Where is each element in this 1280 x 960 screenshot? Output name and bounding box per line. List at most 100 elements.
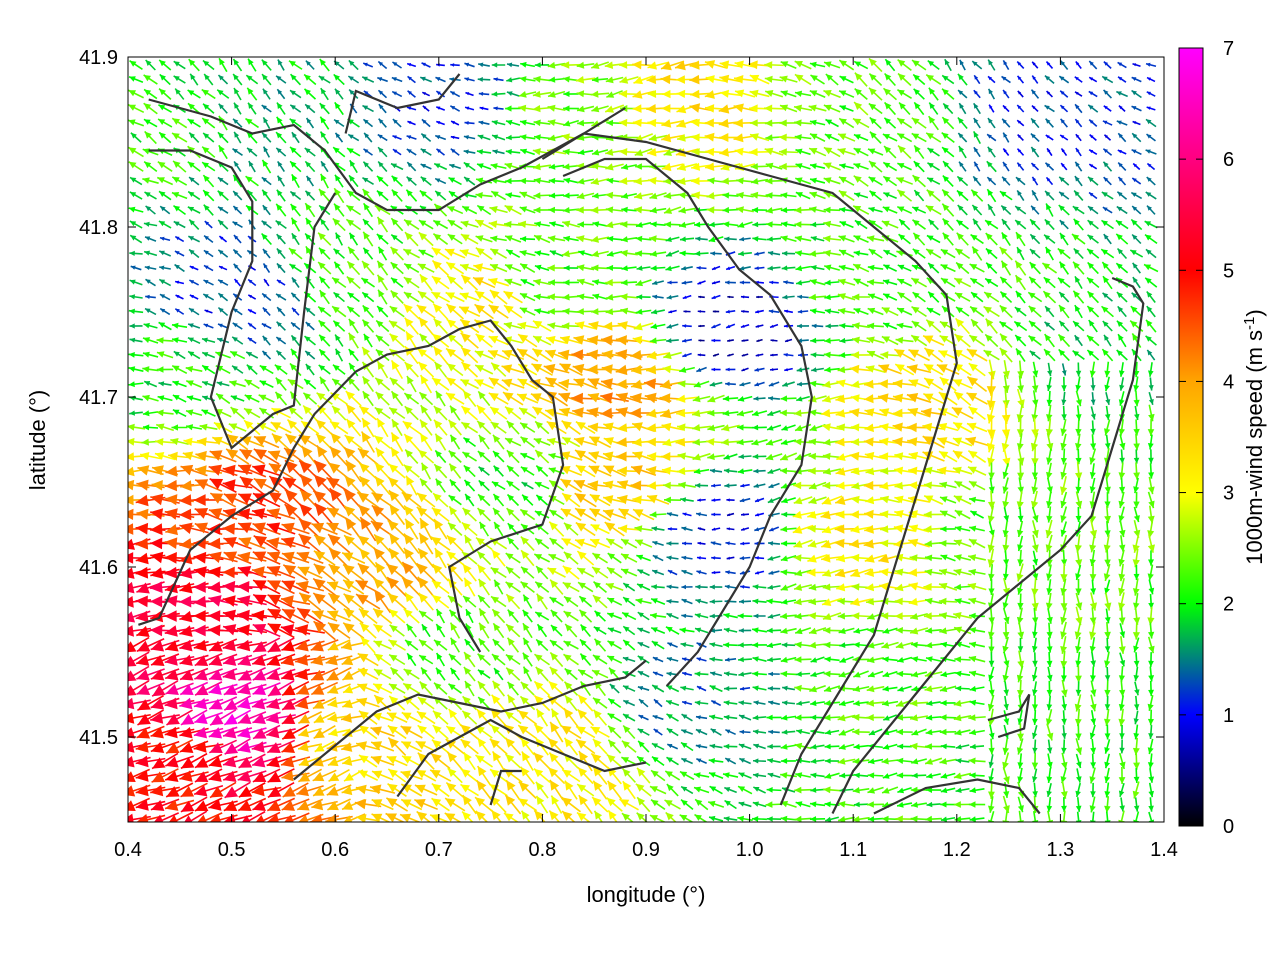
wind-arrow (883, 117, 897, 129)
wind-arrow (361, 76, 375, 83)
wind-arrow (590, 61, 610, 69)
wind-arrow (303, 88, 317, 100)
wind-arrow (291, 131, 300, 144)
wind-arrow (532, 163, 552, 171)
wind-arrow (493, 106, 504, 111)
wind-arrow (1017, 90, 1024, 98)
wind-arrow (218, 57, 228, 73)
wind-arrow (173, 60, 186, 70)
wind-arrow (897, 72, 912, 87)
wind-arrow (128, 146, 144, 158)
x-tick-label: 0.7 (425, 839, 453, 861)
wind-arrow (477, 134, 491, 141)
wind-arrow (1031, 75, 1039, 84)
wind-arrow (1030, 146, 1040, 158)
wind-arrow (547, 90, 566, 98)
wind-arrow (506, 77, 520, 83)
wind-arrow (320, 87, 329, 101)
wind-arrow (825, 118, 839, 128)
wind-arrow (1131, 105, 1142, 112)
wind-arrow (1059, 134, 1069, 141)
wind-arrow (1002, 104, 1010, 113)
wind-arrow (957, 89, 968, 99)
x-tick-label: 1.0 (736, 839, 764, 861)
wind-arrow (911, 59, 927, 71)
wind-arrow (319, 58, 330, 72)
wind-arrow (548, 163, 565, 170)
wind-arrow (505, 119, 521, 126)
wind-arrow (347, 133, 360, 142)
wind-arrow (896, 117, 913, 129)
x-tick-label: 0.9 (632, 839, 660, 861)
wind-arrow (463, 135, 476, 140)
wind-arrow (320, 160, 329, 173)
wind-arrow (661, 133, 684, 143)
wind-arrow (533, 75, 551, 83)
wind-arrow (605, 76, 624, 84)
wind-arrow (973, 161, 981, 172)
wind-arrow (449, 105, 461, 112)
wind-arrow (809, 163, 826, 170)
wind-arrow (421, 91, 431, 97)
wind-arrow (303, 73, 317, 86)
wind-arrow (941, 88, 955, 100)
wind-arrow (1146, 133, 1156, 142)
wind-arrow (853, 133, 869, 142)
wind-arrow (795, 148, 811, 156)
wind-arrow (144, 130, 157, 145)
wind-arrow (232, 118, 243, 128)
wind-arrow (591, 149, 609, 156)
wind-arrow (233, 102, 242, 115)
colorbar-tick-label: 1 (1223, 705, 1234, 727)
wind-arrow (547, 119, 566, 126)
wind-arrow (392, 118, 402, 128)
wind-arrow (1017, 133, 1024, 142)
wind-arrow (854, 87, 868, 101)
wind-arrow (478, 91, 490, 96)
wind-arrow (334, 101, 344, 116)
wind-arrow (407, 120, 416, 126)
wind-arrow (436, 120, 445, 126)
wind-arrow (261, 159, 272, 174)
wind-arrow (898, 101, 911, 116)
wind-arrow (1016, 104, 1025, 113)
wind-arrow (392, 148, 402, 156)
wind-arrow (794, 60, 812, 70)
wind-arrow (1088, 76, 1098, 83)
wind-arrow (779, 104, 798, 113)
wind-arrow (973, 117, 981, 129)
x-tick-label: 0.8 (528, 839, 556, 861)
wind-arrow (562, 148, 580, 156)
wind-arrow (1101, 75, 1114, 84)
wind-arrow (1088, 119, 1098, 127)
wind-arrow (188, 132, 200, 143)
wind-arrow (275, 131, 287, 144)
wind-arrow (1031, 61, 1039, 69)
wind-arrow (332, 146, 346, 158)
wind-arrow (262, 88, 271, 100)
wind-arrow (913, 144, 925, 160)
wind-arrow (1103, 134, 1112, 141)
wind-arrow (201, 88, 216, 100)
wind-arrow (719, 74, 742, 84)
wind-arrow (248, 160, 256, 173)
wind-arrow (247, 58, 257, 72)
wind-arrow (883, 145, 897, 159)
wind-arrow (319, 131, 330, 144)
wind-arrow (575, 76, 596, 84)
wind-arrow (660, 60, 685, 71)
y-tick-label: 41.9 (79, 47, 118, 69)
wind-arrow (202, 103, 215, 114)
colorbar-tick-label: 4 (1223, 371, 1234, 393)
wind-arrow (823, 61, 841, 69)
wind-arrow (853, 163, 869, 170)
wind-arrow (289, 118, 302, 128)
wind-arrow (973, 102, 981, 115)
wind-arrow (491, 134, 506, 141)
wind-arrow (476, 163, 492, 170)
wind-arrow (232, 148, 243, 156)
y-tick-label: 41.6 (79, 557, 118, 579)
wind-arrow (421, 118, 431, 128)
wind-arrow (463, 161, 476, 172)
wind-arrow (884, 72, 896, 87)
